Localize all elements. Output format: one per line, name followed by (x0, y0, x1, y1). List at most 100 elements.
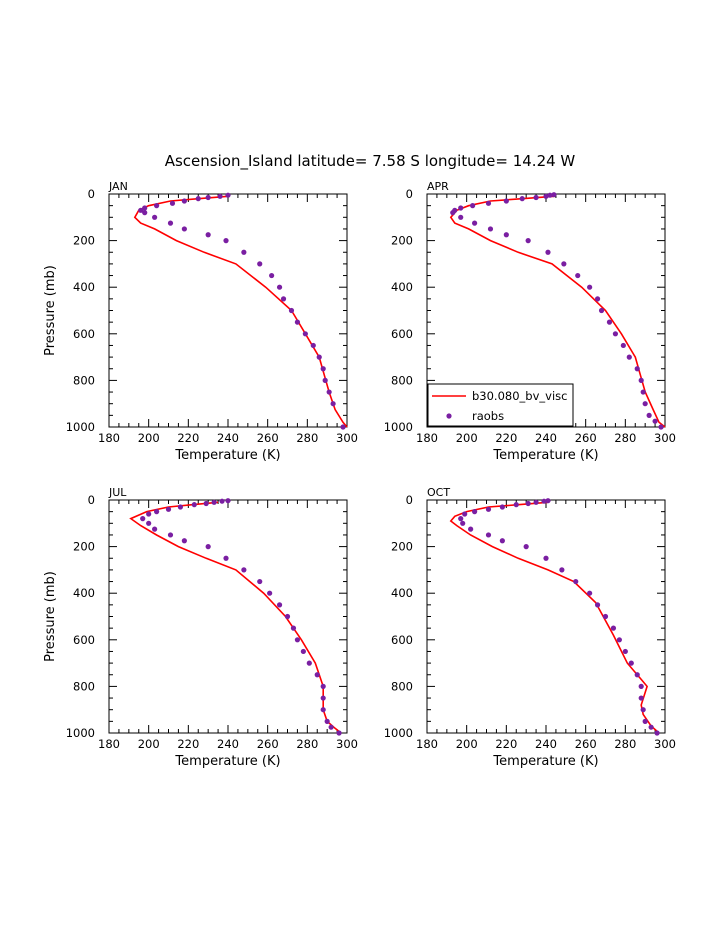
x-tick-label: 300 (336, 737, 358, 751)
data-point (642, 401, 648, 407)
y-axis-label: Pressure (mb) (43, 571, 58, 662)
data-point (472, 220, 478, 226)
data-point (294, 637, 301, 643)
data-point (320, 695, 326, 701)
data-point (219, 498, 225, 504)
data-point (543, 193, 549, 199)
data-point (152, 526, 158, 532)
data-point (640, 707, 646, 713)
data-point (533, 499, 539, 505)
data-point (280, 296, 287, 302)
panel-label: JUL (108, 486, 127, 499)
x-tick-label: 260 (257, 431, 279, 445)
x-tick-label: 300 (654, 431, 676, 445)
data-point (290, 625, 297, 631)
data-point (241, 567, 247, 573)
data-point (470, 203, 476, 209)
data-point (284, 613, 291, 620)
data-point (525, 500, 531, 507)
data-point (314, 672, 320, 678)
data-point (269, 272, 275, 279)
data-point (612, 331, 619, 337)
data-point (336, 730, 342, 736)
y-tick-label: 200 (73, 540, 95, 554)
data-point (648, 724, 654, 730)
panel-oct: OCT 180 200 220 240 260 280 300 0 200 400 600 800 100… (384, 486, 676, 769)
data-point (320, 707, 326, 713)
data-point (140, 516, 146, 522)
data-point (142, 205, 148, 211)
data-point (205, 544, 211, 550)
data-point (276, 284, 283, 290)
data-point (472, 509, 478, 515)
data-point (468, 526, 474, 532)
panel-label: APR (427, 180, 449, 193)
data-point (606, 319, 613, 325)
data-point (598, 307, 605, 314)
data-point (485, 200, 492, 206)
panel-label: OCT (427, 486, 450, 499)
data-point (320, 683, 326, 690)
data-point (545, 249, 551, 255)
data-point (602, 613, 609, 620)
data-point (458, 214, 464, 220)
data-point (205, 232, 211, 238)
plot-frame (108, 499, 348, 734)
y-tick-label: 400 (391, 586, 413, 600)
data-point (487, 226, 494, 232)
data-point (257, 261, 263, 267)
x-tick-label: 280 (614, 431, 636, 445)
x-tick-label: 200 (456, 431, 478, 445)
x-axis-label: Temperature (K) (174, 754, 280, 769)
x-tick-label: 300 (654, 737, 676, 751)
data-point (634, 672, 640, 678)
data-point (610, 625, 617, 631)
data-point (573, 578, 579, 585)
y-tick-label: 0 (406, 187, 413, 201)
data-point (324, 718, 330, 724)
data-point (513, 502, 519, 508)
data-point (328, 724, 334, 730)
data-point (460, 520, 466, 526)
data-point (626, 354, 632, 360)
panel-jan: JAN 180 200 220 240 260 280 300 0 200 400 600 800 100… (43, 180, 358, 463)
x-tick-label: 200 (138, 737, 160, 751)
y-axis-label: Pressure (mb) (43, 265, 58, 356)
panel-jul: JUL 180 200 220 240 260 280 300 0 200 400 600 800 100… (43, 486, 358, 769)
data-point (195, 196, 201, 202)
data-point (267, 590, 273, 596)
y-tick-label: 800 (391, 373, 413, 387)
x-tick-label: 280 (296, 737, 318, 751)
data-point (640, 389, 646, 395)
data-point (225, 498, 231, 504)
x-tick-label: 220 (495, 737, 517, 751)
y-tick-label: 800 (73, 373, 95, 387)
panel-label: JAN (108, 180, 128, 193)
data-point (523, 544, 529, 550)
data-point (499, 538, 505, 544)
y-tick-label: 400 (73, 586, 95, 600)
panel-apr: APR 180 200 220 240 260 280 300 0 200 400 600 800 100… (384, 180, 676, 463)
data-point (154, 509, 160, 515)
data-point (646, 412, 652, 418)
x-tick-label: 300 (336, 431, 358, 445)
y-tick-label: 1000 (66, 420, 95, 434)
series-line (449, 501, 660, 734)
data-point (634, 366, 640, 372)
data-point (519, 196, 525, 202)
y-tick-label: 200 (73, 234, 95, 248)
data-point (300, 648, 306, 655)
data-point (146, 511, 152, 517)
x-tick-label: 180 (98, 431, 120, 445)
data-point (320, 366, 326, 372)
x-tick-label: 240 (535, 431, 557, 445)
y-tick-label: 0 (88, 187, 95, 201)
data-point (620, 342, 626, 349)
data-point (525, 238, 531, 244)
data-point (559, 567, 565, 573)
data-point (142, 210, 148, 216)
y-tick-label: 600 (391, 327, 413, 341)
data-point (616, 637, 622, 643)
data-point (638, 695, 644, 701)
